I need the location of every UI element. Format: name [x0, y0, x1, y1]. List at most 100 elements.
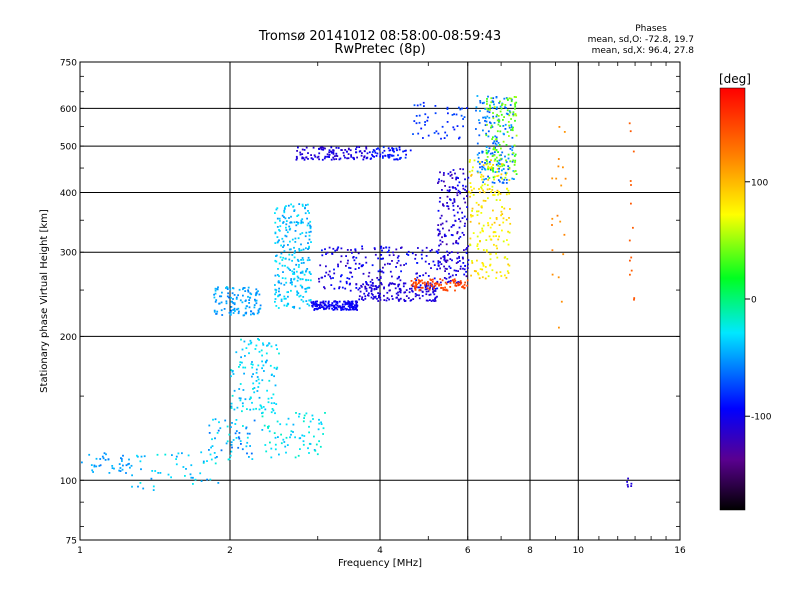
data-point: [505, 182, 508, 184]
data-point: [514, 159, 517, 162]
data-point: [470, 189, 473, 192]
data-point: [274, 212, 276, 214]
data-point: [281, 214, 284, 217]
data-point: [99, 458, 102, 460]
data-point: [298, 248, 301, 250]
data-point: [367, 294, 370, 297]
data-point: [258, 293, 261, 296]
data-point: [118, 469, 121, 472]
data-point: [211, 438, 213, 441]
data-point: [484, 124, 487, 126]
data-point: [304, 207, 306, 210]
data-point: [404, 282, 407, 285]
data-point: [417, 279, 420, 281]
data-point: [200, 451, 203, 454]
data-point: [374, 253, 377, 256]
data-point: [507, 157, 510, 160]
data-point: [252, 373, 254, 375]
data-point: [462, 184, 464, 187]
data-point: [458, 137, 460, 140]
data-point: [496, 168, 499, 170]
data-point: [354, 248, 357, 251]
data-point: [481, 206, 483, 209]
data-point: [361, 296, 364, 299]
data-point: [241, 410, 243, 413]
data-point: [217, 286, 219, 289]
data-point: [410, 287, 413, 290]
data-point: [122, 454, 124, 457]
data-point: [423, 105, 425, 107]
data-point: [487, 165, 490, 168]
data-point: [280, 433, 282, 436]
data-point: [427, 116, 429, 119]
data-point: [279, 225, 282, 228]
y-tick-label: 400: [60, 189, 77, 199]
data-point: [630, 482, 633, 485]
data-point: [329, 275, 331, 278]
data-point: [489, 258, 492, 261]
data-point: [476, 153, 479, 156]
data-point: [411, 289, 413, 292]
data-point: [500, 173, 503, 176]
data-point: [310, 301, 313, 304]
data-point: [208, 432, 211, 434]
data-point: [412, 298, 415, 300]
data-point: [466, 107, 468, 109]
data-point: [469, 220, 472, 223]
data-point: [303, 273, 306, 276]
data-point: [300, 262, 303, 264]
data-point: [394, 283, 396, 286]
data-point: [309, 227, 312, 230]
data-point: [268, 430, 271, 433]
data-point: [490, 165, 493, 168]
data-point: [372, 285, 374, 287]
data-point: [215, 299, 218, 301]
data-point: [347, 147, 350, 150]
data-point: [419, 103, 422, 106]
data-point: [370, 290, 373, 293]
data-point: [364, 297, 367, 300]
data-point: [372, 149, 375, 151]
data-point: [243, 340, 246, 343]
data-point: [463, 225, 466, 227]
data-point: [344, 149, 347, 151]
data-point: [218, 302, 220, 305]
data-point: [437, 182, 439, 184]
data-point: [244, 300, 247, 302]
data-point: [493, 194, 496, 196]
data-point: [500, 210, 503, 213]
data-point: [304, 212, 307, 215]
data-point: [374, 248, 376, 251]
data-point: [419, 280, 422, 283]
data-point: [427, 281, 429, 283]
data-point: [443, 288, 446, 291]
data-point: [287, 303, 290, 305]
data-point: [323, 307, 326, 310]
data-point: [362, 272, 365, 275]
data-point: [630, 485, 633, 487]
data-point: [286, 444, 289, 446]
data-point: [479, 268, 482, 270]
data-point: [307, 242, 309, 244]
data-point: [273, 402, 276, 404]
data-point: [500, 163, 503, 165]
data-point: [455, 269, 458, 272]
data-point: [446, 202, 448, 204]
data-point: [498, 167, 500, 170]
data-point: [287, 267, 290, 270]
data-point: [559, 220, 562, 223]
data-point: [489, 168, 492, 171]
data-point: [213, 293, 215, 296]
data-point: [378, 285, 381, 287]
data-point: [457, 282, 460, 285]
data-point: [247, 286, 250, 289]
data-point: [482, 166, 485, 169]
data-point: [449, 199, 452, 201]
data-point: [464, 178, 466, 181]
data-point: [305, 231, 308, 234]
data-point: [501, 165, 504, 167]
data-point: [336, 302, 339, 305]
data-point: [445, 277, 448, 280]
data-point: [278, 275, 280, 278]
data-point: [492, 142, 494, 145]
